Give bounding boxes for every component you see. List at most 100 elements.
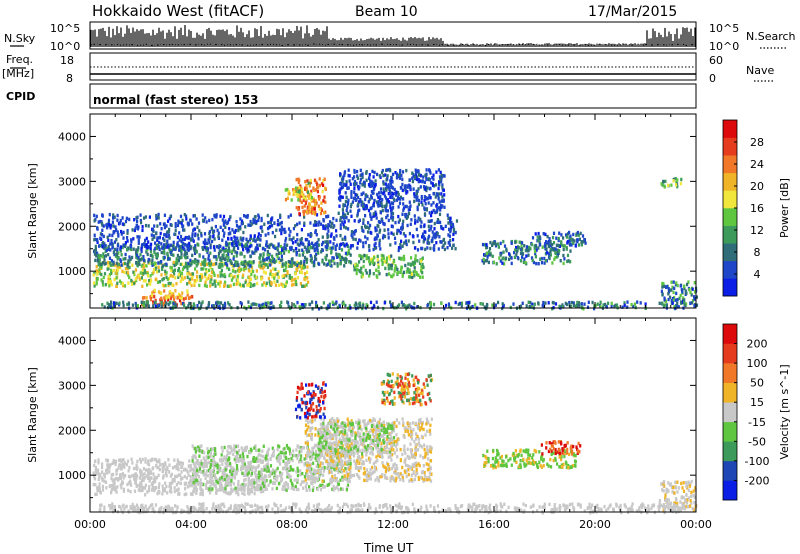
- heatmap-cell: [339, 216, 342, 220]
- heatmap-cell: [423, 180, 426, 184]
- heatmap-cell: [307, 240, 310, 244]
- heatmap-cell: [177, 460, 180, 464]
- heatmap-cell: [664, 179, 667, 184]
- heatmap-cell: [174, 289, 177, 293]
- heatmap-cell: [297, 264, 301, 269]
- heatmap-cell: [283, 446, 286, 451]
- heatmap-cell: [356, 267, 359, 272]
- heatmap-cell: [180, 470, 183, 474]
- heatmap-cell: [209, 491, 212, 495]
- heatmap-cell: [212, 447, 215, 451]
- heatmap-cell: [442, 227, 445, 231]
- heatmap-cell: [244, 225, 247, 229]
- heatmap-cell: [150, 233, 153, 237]
- heatmap-cell: [346, 211, 349, 216]
- heatmap-cell: [300, 303, 303, 307]
- heatmap-cell: [116, 477, 119, 481]
- heatmap-cell: [389, 168, 392, 173]
- heatmap-cell: [240, 267, 243, 272]
- heatmap-cell: [302, 198, 305, 203]
- heatmap-cell: [326, 225, 330, 230]
- heatmap-cell: [163, 238, 166, 242]
- heatmap-cell: [551, 307, 554, 311]
- heatmap-cell: [311, 300, 314, 304]
- heatmap-cell: [376, 172, 379, 177]
- heatmap-cell: [108, 466, 111, 470]
- heatmap-cell: [265, 240, 268, 244]
- heatmap-cell: [374, 183, 377, 187]
- heatmap-cell: [682, 296, 685, 300]
- heatmap-cell: [240, 222, 243, 226]
- heatmap-cell: [385, 260, 388, 264]
- heatmap-cell: [275, 468, 278, 472]
- heatmap-cell: [331, 300, 334, 305]
- heatmap-cell: [435, 183, 438, 187]
- heatmap-cell: [400, 186, 403, 190]
- heatmap-cell: [137, 238, 140, 243]
- heatmap-cell: [390, 191, 393, 195]
- heatmap-cell: [125, 462, 129, 467]
- heatmap-cell: [317, 223, 320, 227]
- heatmap-cell: [594, 303, 597, 308]
- heatmap-cell: [173, 477, 176, 481]
- heatmap-cell: [454, 300, 457, 305]
- heatmap-cell: [369, 214, 372, 218]
- heatmap-cell: [284, 198, 288, 202]
- heatmap-cell: [163, 299, 167, 303]
- heatmap-cell: [382, 180, 385, 184]
- heatmap-cell: [247, 269, 250, 273]
- heatmap-cell: [125, 216, 128, 221]
- heatmap-cell: [435, 241, 438, 245]
- heatmap-cell: [386, 174, 389, 178]
- heatmap-cell: [296, 276, 299, 280]
- heatmap-cell: [198, 283, 201, 288]
- heatmap-cell: [96, 486, 99, 490]
- heatmap-cell: [107, 274, 110, 279]
- heatmap-cell: [256, 281, 259, 286]
- heatmap-cell: [536, 235, 539, 239]
- heatmap-cell: [130, 278, 133, 283]
- y-tick-label: 1000: [58, 265, 86, 278]
- freq-tick-bottom: 8: [66, 72, 73, 85]
- heatmap-cell: [370, 196, 373, 200]
- heatmap-cell: [416, 175, 419, 179]
- heatmap-cell: [127, 259, 130, 263]
- heatmap-cell: [109, 305, 112, 309]
- heatmap-cell: [378, 243, 381, 248]
- heatmap-cell: [182, 265, 185, 270]
- heatmap-cell: [136, 304, 139, 308]
- heatmap-cell: [233, 235, 236, 239]
- heatmap-cell: [260, 459, 263, 463]
- heatmap-cell: [361, 272, 364, 276]
- heatmap-cell: [140, 264, 143, 268]
- heatmap-cell: [414, 246, 417, 250]
- heatmap-cell: [283, 452, 286, 456]
- heatmap-cell: [174, 246, 178, 250]
- heatmap-cell: [168, 257, 171, 261]
- heatmap-cell: [267, 256, 270, 260]
- heatmap-cell: [164, 301, 167, 306]
- heatmap-cell: [332, 256, 335, 260]
- heatmap-cell: [440, 192, 443, 196]
- heatmap-cell: [184, 296, 187, 300]
- heatmap-cell: [177, 268, 180, 273]
- heatmap-cell: [518, 240, 521, 244]
- heatmap-cell: [238, 265, 241, 270]
- heatmap-cell: [224, 483, 227, 487]
- heatmap-cell: [193, 283, 196, 287]
- heatmap-cell: [264, 263, 267, 267]
- heatmap-cell: [639, 301, 642, 305]
- heatmap-cell: [176, 235, 179, 240]
- heatmap-cell: [521, 255, 524, 259]
- heatmap-cell: [425, 196, 428, 200]
- heatmap-cell: [403, 257, 406, 262]
- heatmap-cell: [157, 265, 160, 269]
- heatmap-cell: [546, 234, 549, 239]
- heatmap-cell: [263, 265, 266, 269]
- heatmap-cell: [106, 458, 110, 463]
- heatmap-cell: [231, 242, 234, 246]
- heatmap-cell: [424, 185, 427, 189]
- heatmap-cell: [221, 462, 224, 466]
- heatmap-cell: [434, 235, 437, 240]
- heatmap-cell: [171, 244, 174, 248]
